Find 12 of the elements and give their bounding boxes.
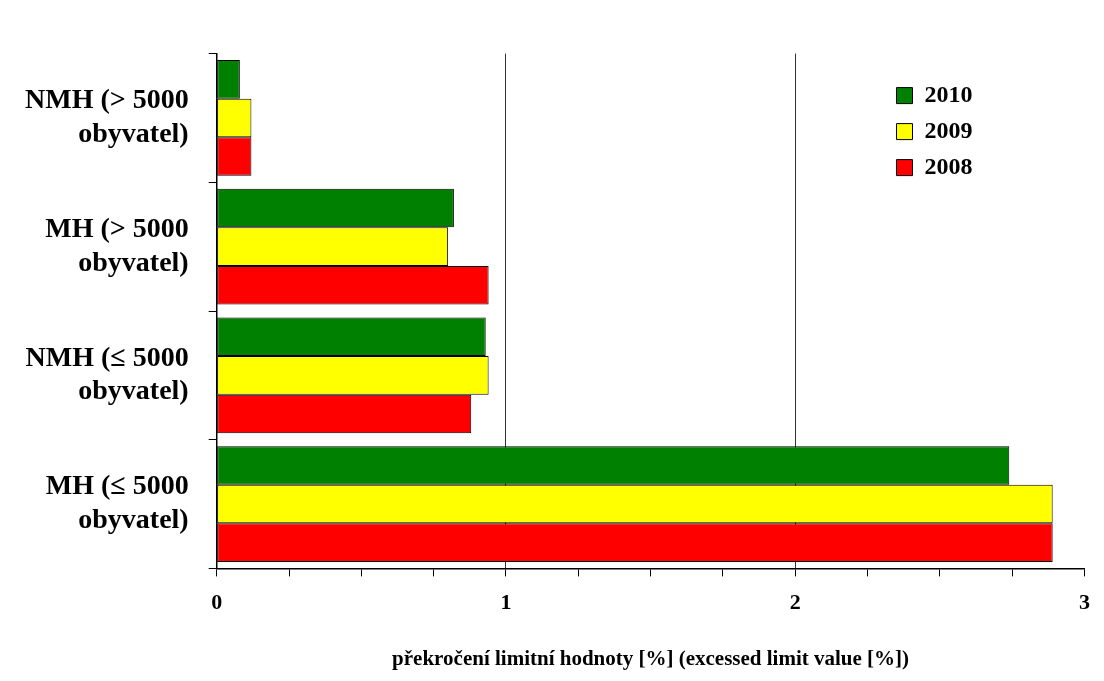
x-axis-title: překročení limitní hodnoty [%] (excessed limit value [%]) bbox=[392, 645, 910, 670]
y-tick-label: NMH (≤ 5000 obyvatel) bbox=[25, 340, 189, 406]
x-tick-label: 3 bbox=[1079, 589, 1090, 615]
x-tick-label: 1 bbox=[500, 589, 512, 615]
legend-label: 2010 bbox=[924, 80, 973, 107]
legend-label: 2009 bbox=[924, 116, 973, 143]
y-tick-label: MH (≤ 5000 obyvatel) bbox=[45, 469, 189, 535]
legend-label: 2008 bbox=[924, 152, 973, 179]
x-tick-label: 0 bbox=[211, 589, 223, 615]
x-tick-label: 2 bbox=[789, 589, 801, 615]
y-tick-label: NMH (> 5000 obyvatel) bbox=[24, 83, 189, 148]
y-tick-label: MH (> 5000 obyvatel) bbox=[45, 212, 189, 277]
